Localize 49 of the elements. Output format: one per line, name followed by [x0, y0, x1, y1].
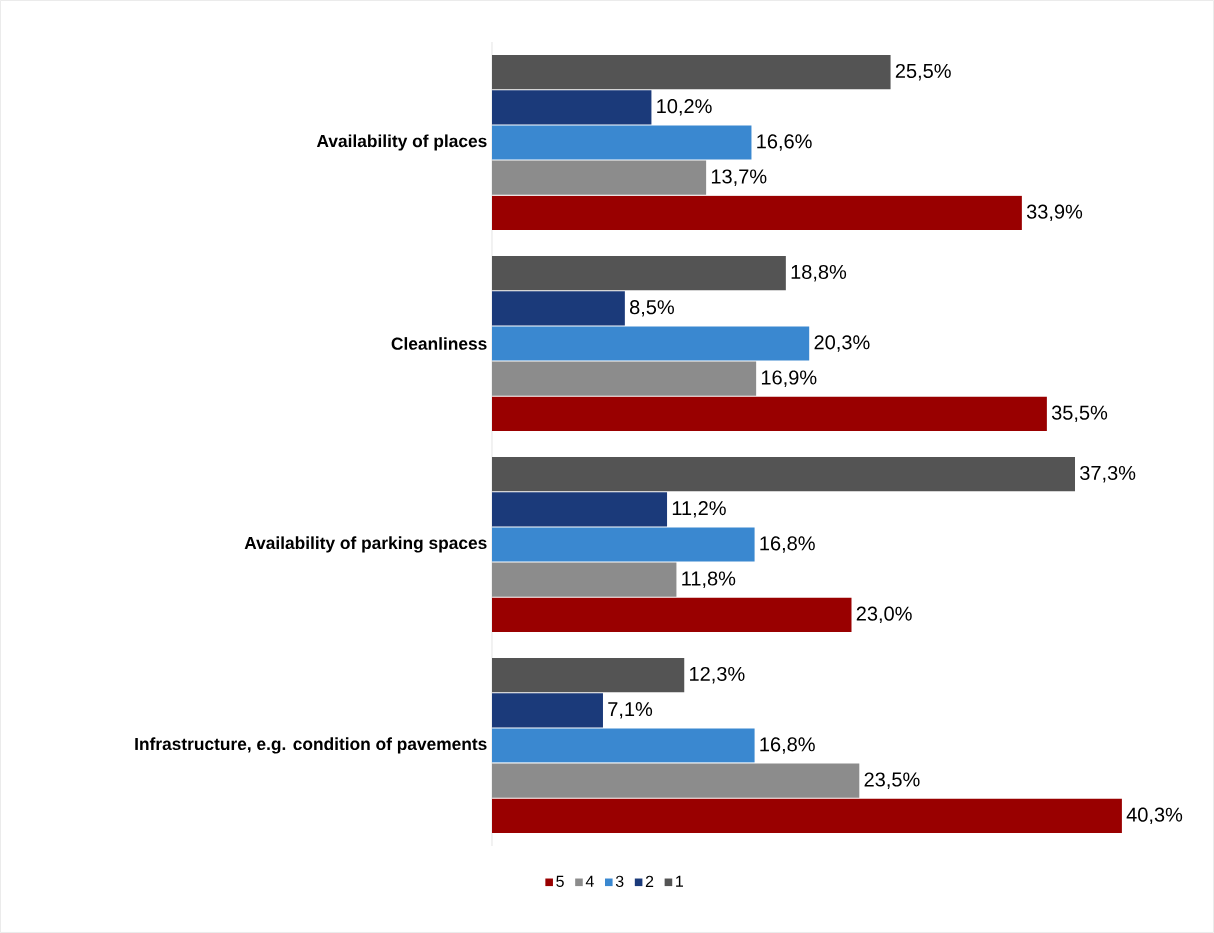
bar — [492, 562, 677, 597]
data-label: 25,5% — [895, 63, 951, 81]
data-label: 16,8% — [760, 737, 815, 754]
data-label: 18,8% — [791, 264, 847, 282]
bar — [492, 457, 1076, 492]
data-label: 10,2% — [657, 99, 712, 116]
y-tick-label: Cleanliness — [391, 337, 487, 350]
data-label: 37,3% — [1080, 465, 1136, 483]
data-label: 12,3% — [690, 666, 745, 684]
bar — [492, 798, 1122, 833]
data-label: 7,1% — [608, 702, 653, 719]
data-label: 8,5% — [630, 300, 674, 317]
data-label: 23,0% — [856, 606, 912, 624]
legend-label: 5 — [556, 875, 564, 887]
data-label: 16,9% — [761, 370, 817, 387]
data-label: 20,3% — [814, 335, 870, 352]
y-tick-label: Infrastructure, e.g. condition of pavements — [135, 737, 487, 754]
legend-label: 4 — [585, 875, 594, 887]
bar — [492, 597, 852, 632]
bar — [492, 527, 755, 562]
bar — [492, 693, 603, 728]
data-label: 16,8% — [760, 536, 815, 553]
bar — [492, 728, 755, 763]
bar — [492, 763, 860, 798]
bar — [492, 195, 1022, 230]
data-label: 40,3% — [1126, 807, 1183, 825]
data-label: 23,5% — [864, 772, 920, 789]
legend-label: 1 — [676, 875, 683, 887]
bar — [492, 160, 707, 195]
bar — [492, 361, 757, 396]
y-tick-label: Availability of parking spaces — [244, 536, 487, 553]
bar — [492, 125, 752, 160]
data-label: 16,6% — [757, 134, 812, 151]
bar — [492, 256, 786, 291]
data-label: 11,8% — [682, 571, 736, 588]
data-label: 35,5% — [1051, 405, 1108, 423]
y-tick-label: Availability of places — [316, 134, 487, 151]
bar — [492, 55, 891, 90]
legend-label: 2 — [645, 875, 654, 887]
bar — [492, 492, 668, 527]
bar — [492, 291, 625, 326]
bar — [492, 658, 685, 693]
data-label: 11,2% — [672, 501, 726, 518]
bar — [492, 326, 810, 361]
data-label: 13,7% — [711, 169, 767, 186]
data-label: 33,9% — [1026, 204, 1083, 222]
bar — [492, 396, 1047, 431]
legend-label: 3 — [615, 875, 624, 888]
bar — [492, 90, 652, 125]
